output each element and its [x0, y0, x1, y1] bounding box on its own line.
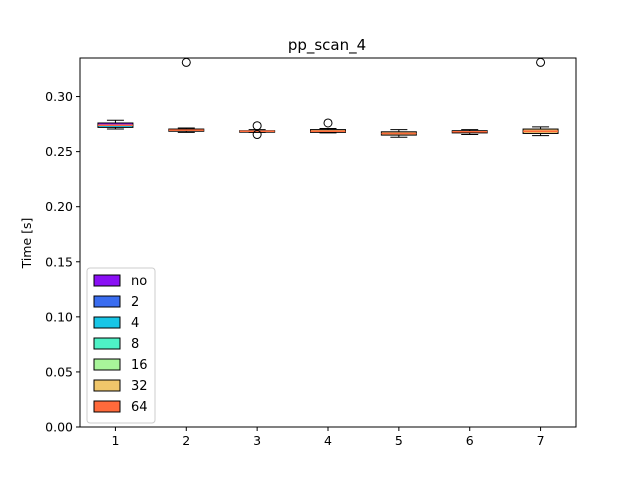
- x-tick-label: 7: [537, 433, 545, 448]
- legend-label: 32: [131, 379, 148, 394]
- legend-label: 2: [131, 295, 139, 310]
- plot-area: 0.00 0.05 0.10 0.15 0.20 0.25 0.30 1 2 3 4 5 6 7 no 2 4 8…: [45, 57, 577, 448]
- legend-label: 8: [131, 337, 139, 352]
- y-tick-label: 0.15: [45, 254, 73, 269]
- legend-swatch: [93, 274, 121, 287]
- legend-swatch: [93, 400, 121, 413]
- legend-swatch: [93, 379, 121, 392]
- y-tick-label: 0.20: [45, 199, 73, 214]
- box-group: [380, 129, 417, 138]
- box-group: [522, 57, 559, 137]
- x-tick-label: 4: [324, 433, 332, 448]
- legend: no 2 4 8 16 32 64: [86, 267, 156, 424]
- outlier-point: [536, 57, 546, 67]
- y-tick-label: 0.05: [45, 364, 73, 379]
- legend-label: 16: [131, 358, 148, 373]
- box-group: [310, 118, 346, 134]
- legend-swatch: [93, 337, 121, 350]
- x-tick-label: 3: [253, 433, 261, 448]
- box-fill-band: [97, 125, 133, 128]
- y-tick-label: 0.00: [45, 420, 73, 435]
- box-group: [168, 57, 205, 133]
- x-tick-label: 2: [182, 433, 190, 448]
- y-tick-label: 0.25: [45, 144, 73, 159]
- legend-swatch: [93, 316, 121, 329]
- outlier-point: [323, 118, 333, 128]
- box-group: [451, 129, 488, 136]
- x-tick-label: 5: [395, 433, 403, 448]
- y-tick-label: 0.30: [45, 89, 73, 104]
- x-tick-label: 1: [111, 433, 119, 448]
- outlier-point: [181, 57, 191, 67]
- legend-swatch: [93, 358, 121, 371]
- legend-label: no: [131, 274, 147, 289]
- y-tick-label: 0.10: [45, 309, 73, 324]
- box-group: [97, 119, 134, 130]
- y-axis-label: Time [s]: [19, 218, 34, 270]
- chart-title: pp_scan_4: [288, 36, 366, 55]
- x-tick-label: 6: [466, 433, 474, 448]
- legend-label: 64: [131, 400, 148, 415]
- legend-label: 4: [131, 316, 139, 331]
- box-group: [239, 121, 276, 140]
- outlier-point: [252, 130, 262, 140]
- box-fill-band: [97, 122, 133, 125]
- legend-swatch: [93, 295, 121, 308]
- outlier-point: [252, 121, 262, 131]
